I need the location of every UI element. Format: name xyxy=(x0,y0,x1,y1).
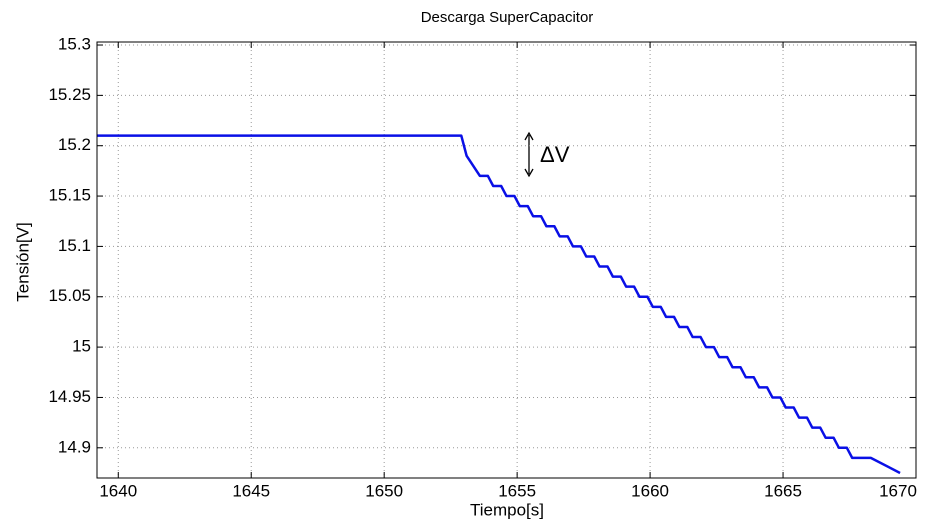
y-tick-label: 15 xyxy=(72,337,91,356)
y-axis-label: Tensión[V] xyxy=(13,222,32,301)
x-tick-label: 1670 xyxy=(879,481,917,500)
x-tick-label: 1645 xyxy=(232,481,270,500)
plot-frame xyxy=(96,41,917,479)
delta-arrow xyxy=(524,131,534,178)
y-tick-label: 15.2 xyxy=(58,135,91,154)
x-axis-label: Tiempo[s] xyxy=(470,500,544,519)
x-tick-label: 1665 xyxy=(764,481,802,500)
x-tick-label: 1660 xyxy=(631,481,669,500)
annotation: ΔV xyxy=(540,142,570,167)
y-tick-label: 15.3 xyxy=(58,35,91,54)
x-tick-label: 1650 xyxy=(365,481,403,500)
y-tick-label: 15.25 xyxy=(48,85,91,104)
y-tick-label: 15.1 xyxy=(58,236,91,255)
y-tick-label: 14.9 xyxy=(58,437,91,456)
y-tick-label: 15.05 xyxy=(48,286,91,305)
y-tick-label: 15.15 xyxy=(48,186,91,205)
line-series xyxy=(97,134,901,475)
x-tick-label: 1655 xyxy=(498,481,536,500)
chart-title: Descarga SuperCapacitor xyxy=(421,9,594,26)
x-tick-label: 1640 xyxy=(99,481,137,500)
y-tick-label: 14.95 xyxy=(48,387,91,406)
